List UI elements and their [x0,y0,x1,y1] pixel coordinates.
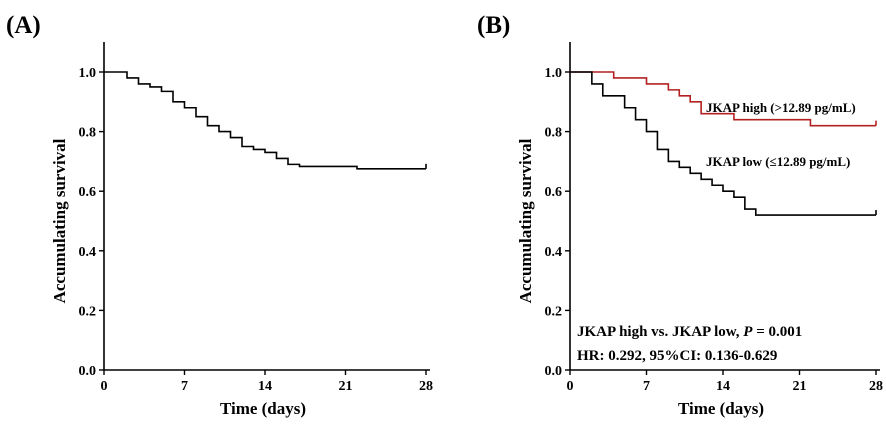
panel-b-xtick-label: 14 [716,379,730,394]
panel-a-x-axis-title: Time (days) [220,399,306,418]
panel-a-label: (A) [6,12,41,39]
panel-b-series-line-0 [570,71,876,127]
panel-b-y-axis-title: Accumulating survival [516,138,535,303]
panel-b-ytick-label: 0.8 [545,126,563,141]
panel-b-series-line-1 [570,71,876,216]
panel-b-xtick-label: 0 [567,379,574,394]
panel-b-ytick-label: 0.0 [545,364,563,379]
panel-b-ytick-label: 0.2 [545,304,563,319]
panel-a-xtick-label: 0 [101,379,108,394]
panel-b-series-label-1: JKAP low (≤12.89 pg/mL) [706,154,850,169]
panel-a-ytick-label: 0.6 [79,185,97,200]
panel-b-xtick-label: 21 [793,379,807,394]
panel-a-ytick-label: 0.2 [79,304,97,319]
panel-b-ytick-label: 0.4 [545,245,563,260]
panel-b-annotation-0: JKAP high vs. JKAP low, P = 0.001 [577,324,802,340]
panel-b-chart: (B) 0.0 0.2 0.4 0.6 0.8 1.0 0 7 14 21 28 Time (days)… [477,12,883,418]
panel-a-xtick-label: 14 [258,379,272,394]
panel-b-label: (B) [477,12,510,39]
panel-b-xtick-label: 7 [643,379,650,394]
panel-a-xtick-label: 7 [181,379,188,394]
panel-a-ytick-label: 0.8 [79,126,97,141]
panel-a-ytick-label: 0.4 [79,245,97,260]
panel-a-xtick-label: 21 [339,379,353,394]
panel-a-ytick-label: 0.0 [79,364,97,379]
panel-b-annotation-1: HR: 0.292, 95%CI: 0.136-0.629 [577,348,777,364]
panel-a-chart: (A) 0.0 0.2 0.4 0.6 0.8 1.0 0 7 14 21 28 Time (days)… [6,12,433,418]
panel-b-ytick-label: 1.0 [545,66,563,81]
panel-a-xtick-label: 28 [419,379,433,394]
panel-b-series-label-0: JKAP high (>12.89 pg/mL) [706,100,856,115]
panel-b-xtick-label: 28 [869,379,883,394]
panel-a-series-line-0 [104,71,426,170]
panel-b-ytick-label: 0.6 [545,185,563,200]
panel-a-ytick-label: 1.0 [79,66,97,81]
panel-a-y-axis-title: Accumulating survival [50,138,69,303]
panel-b-x-axis-title: Time (days) [678,399,764,418]
